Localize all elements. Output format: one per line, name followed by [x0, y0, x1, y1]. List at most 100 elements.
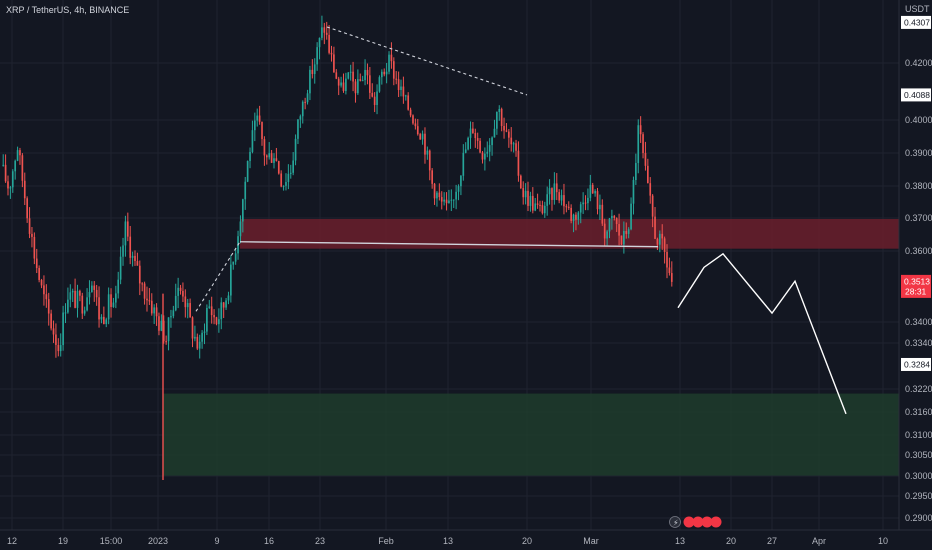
- candle-body[interactable]: [170, 316, 172, 318]
- candle-body[interactable]: [23, 180, 26, 199]
- candle-body[interactable]: [289, 172, 292, 174]
- candle-body[interactable]: [402, 86, 405, 97]
- candle-body[interactable]: [162, 320, 165, 342]
- candle-body[interactable]: [321, 27, 323, 38]
- candle-body[interactable]: [316, 47, 318, 65]
- candle-body[interactable]: [93, 285, 96, 290]
- support-trendline[interactable]: [195, 241, 241, 312]
- candle-body[interactable]: [239, 221, 242, 237]
- candle-body[interactable]: [47, 299, 50, 314]
- candle-body[interactable]: [587, 197, 589, 204]
- support-line[interactable]: [239, 241, 659, 248]
- candle-body[interactable]: [4, 164, 7, 182]
- candle-body[interactable]: [380, 71, 383, 78]
- candle-body[interactable]: [91, 285, 93, 293]
- candle-body[interactable]: [572, 214, 575, 221]
- candle-body[interactable]: [126, 221, 129, 237]
- candle-body[interactable]: [201, 332, 203, 342]
- candle-body[interactable]: [309, 69, 311, 94]
- candle-body[interactable]: [301, 101, 304, 117]
- candle-body[interactable]: [134, 255, 136, 262]
- candle-body[interactable]: [31, 233, 33, 237]
- candle-body[interactable]: [251, 130, 254, 152]
- candle-body[interactable]: [467, 137, 469, 150]
- candle-body[interactable]: [110, 294, 112, 307]
- candle-body[interactable]: [11, 171, 14, 188]
- candle-body[interactable]: [275, 158, 278, 162]
- candle-body[interactable]: [222, 302, 225, 308]
- candle-body[interactable]: [460, 175, 462, 187]
- candle-body[interactable]: [352, 71, 354, 82]
- candle-body[interactable]: [189, 303, 191, 318]
- candle-body[interactable]: [479, 140, 481, 153]
- candle-body[interactable]: [76, 290, 79, 308]
- candle-body[interactable]: [627, 229, 630, 234]
- candle-body[interactable]: [440, 197, 443, 202]
- candle-body[interactable]: [206, 307, 208, 332]
- event-news-icon[interactable]: [710, 516, 722, 528]
- event-dividend-icon[interactable]: [683, 516, 695, 528]
- candle-body[interactable]: [445, 199, 448, 204]
- candle-body[interactable]: [493, 128, 496, 138]
- candle-body[interactable]: [2, 164, 5, 166]
- candle-body[interactable]: [486, 151, 489, 154]
- candle-body[interactable]: [613, 215, 616, 219]
- candle-body[interactable]: [270, 153, 273, 163]
- candle-body[interactable]: [74, 290, 76, 308]
- candle-body[interactable]: [364, 69, 366, 81]
- candle-body[interactable]: [409, 109, 412, 116]
- candle-body[interactable]: [611, 215, 613, 219]
- candle-body[interactable]: [481, 152, 484, 160]
- projection-path[interactable]: [677, 252, 847, 415]
- candle-body[interactable]: [52, 328, 55, 335]
- candle-body[interactable]: [563, 195, 565, 207]
- candle-body[interactable]: [560, 195, 563, 201]
- candle-body[interactable]: [575, 214, 577, 220]
- candle-body[interactable]: [390, 54, 393, 62]
- candle-body[interactable]: [474, 133, 477, 139]
- candle-body[interactable]: [488, 145, 491, 152]
- candle-body[interactable]: [496, 111, 498, 129]
- candle-body[interactable]: [603, 223, 606, 239]
- candle-body[interactable]: [129, 236, 132, 258]
- candle-body[interactable]: [498, 108, 501, 112]
- candle-body[interactable]: [349, 71, 352, 73]
- candle-body[interactable]: [220, 302, 223, 320]
- candle-body[interactable]: [177, 287, 179, 296]
- candle-body[interactable]: [232, 261, 235, 265]
- candle-body[interactable]: [527, 190, 529, 206]
- candle-body[interactable]: [539, 204, 541, 206]
- candle-body[interactable]: [225, 300, 227, 308]
- candle-body[interactable]: [534, 203, 537, 211]
- candle-body[interactable]: [280, 173, 283, 187]
- candle-body[interactable]: [117, 279, 120, 294]
- candle-body[interactable]: [196, 336, 199, 349]
- candle-body[interactable]: [19, 150, 21, 156]
- candle-body[interactable]: [122, 245, 124, 257]
- candle-body[interactable]: [407, 95, 410, 110]
- candle-body[interactable]: [666, 251, 668, 268]
- candle-body[interactable]: [282, 185, 285, 187]
- candle-body[interactable]: [658, 233, 661, 245]
- candle-body[interactable]: [426, 150, 429, 155]
- candle-body[interactable]: [234, 253, 237, 262]
- candle-body[interactable]: [548, 188, 551, 195]
- candle-body[interactable]: [577, 212, 580, 220]
- bolt-icon[interactable]: [669, 516, 681, 528]
- candle-body[interactable]: [512, 143, 515, 145]
- resistance-zone[interactable]: [240, 218, 899, 249]
- candle-body[interactable]: [333, 54, 335, 73]
- candle-body[interactable]: [43, 285, 45, 295]
- candle-body[interactable]: [249, 151, 251, 162]
- candle-body[interactable]: [158, 316, 160, 331]
- event-split-icon[interactable]: [701, 516, 713, 528]
- candle-body[interactable]: [637, 125, 640, 164]
- candle-body[interactable]: [40, 279, 43, 286]
- candle-body[interactable]: [114, 293, 117, 303]
- candle-body[interactable]: [503, 125, 505, 131]
- candle-body[interactable]: [373, 96, 376, 105]
- candle-body[interactable]: [119, 256, 122, 280]
- candle-body[interactable]: [83, 310, 86, 314]
- candle-body[interactable]: [378, 77, 381, 92]
